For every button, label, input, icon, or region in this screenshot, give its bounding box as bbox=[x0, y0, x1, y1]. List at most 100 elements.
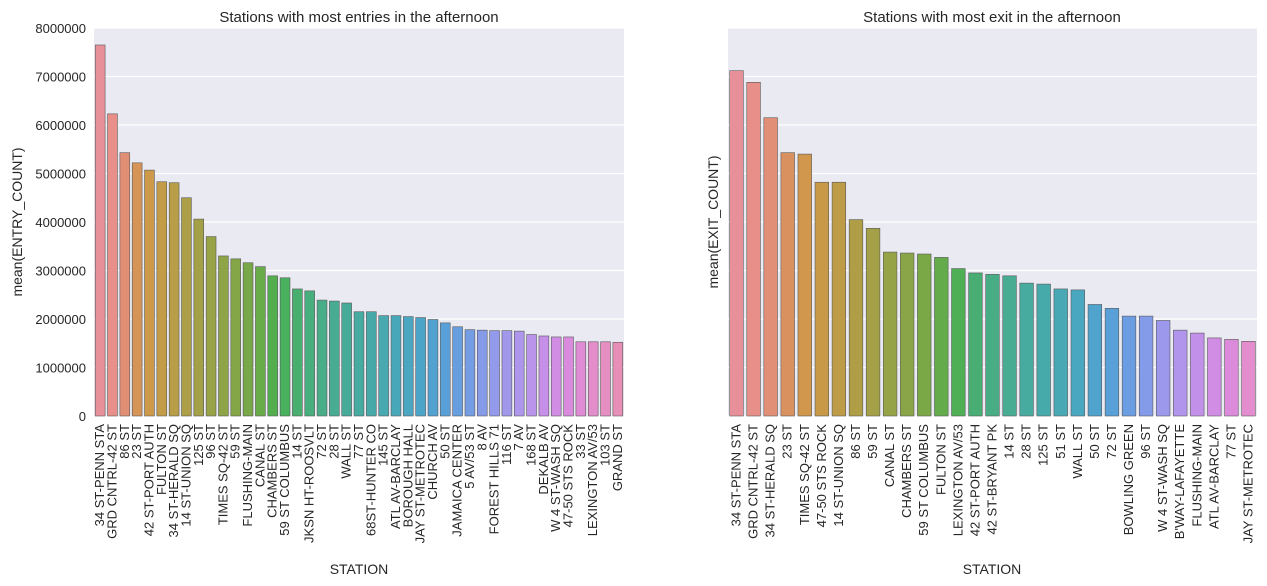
exits-x-tick-label: 14 ST bbox=[1002, 424, 1017, 459]
exits-x-tick-label: FLUSHING-MAIN bbox=[1189, 424, 1204, 527]
exits-x-tick-label: 47-50 STS ROCK bbox=[814, 424, 829, 528]
entries-bar bbox=[612, 341, 624, 417]
entries-bar bbox=[464, 329, 476, 417]
exits-x-tick-label: 77 ST bbox=[1223, 424, 1238, 459]
exits-bar bbox=[831, 181, 847, 417]
exits-bar bbox=[1224, 339, 1239, 417]
entries-bar bbox=[501, 330, 513, 417]
entries-y-tick-label: 5000000 bbox=[35, 167, 86, 182]
entries-bar bbox=[242, 262, 254, 417]
exits-bar bbox=[934, 257, 949, 417]
exits-bar bbox=[763, 117, 778, 417]
entries-bar bbox=[366, 311, 377, 417]
entries-x-tick-label: ATL AV-BARCLAY bbox=[388, 424, 403, 529]
entries-x-tick-label: JAY ST-METROTEC bbox=[413, 424, 428, 543]
exits-x-tick-label: 42 ST-BRYANT PK bbox=[985, 424, 1000, 535]
exits-x-tick-labels: 34 ST-PENN STA GRD CNTRL-42 ST 34 ST-HERAL… bbox=[729, 424, 1256, 544]
exits-bar bbox=[900, 252, 915, 417]
entries-x-tick-label: CHAMBERS ST bbox=[265, 424, 280, 518]
entries-bar bbox=[477, 329, 488, 417]
exits-x-tick-label: 28 ST bbox=[1019, 424, 1034, 459]
entries-x-tick-label: GRD CNTRL-42 ST bbox=[104, 424, 119, 539]
entries-x-tick-label: DEKALB AV bbox=[536, 424, 551, 495]
entries-bar bbox=[316, 299, 328, 417]
entries-bar bbox=[452, 326, 463, 417]
entries-bar bbox=[168, 182, 180, 417]
exits-bar bbox=[968, 272, 983, 417]
entries-y-tick-label: 1000000 bbox=[35, 361, 86, 376]
entries-x-tick-label: 86 ST bbox=[117, 424, 132, 459]
entries-x-tick-label: LEXINGTON AV/53 bbox=[585, 424, 600, 536]
entries-bar bbox=[440, 322, 451, 417]
entries-x-tick-label: 77 ST bbox=[351, 424, 366, 459]
exits-x-tick-label: WALL ST bbox=[1070, 424, 1085, 479]
entries-x-tick-label: 28 ST bbox=[326, 424, 341, 459]
exits-x-tick-label: 59 ST COLUMBUS bbox=[916, 424, 931, 536]
entries-x-tick-label: W 4 ST-WASH SQ bbox=[548, 424, 563, 532]
exits-chart: 34 ST-PENN STA GRD CNTRL-42 ST 34 ST-HERAL… bbox=[705, 9, 1257, 577]
entries-x-tick-label: FOREST HILLS 71 bbox=[487, 424, 502, 534]
exits-bar bbox=[1138, 315, 1154, 417]
entries-x-tick-label: 14 ST bbox=[289, 424, 304, 459]
entries-bar bbox=[255, 266, 266, 417]
entries-x-tick-label: CHURCH AV bbox=[425, 424, 440, 500]
entries-y-tick-label: 4000000 bbox=[35, 215, 86, 230]
exits-bar bbox=[814, 181, 829, 417]
entries-bar bbox=[279, 277, 291, 417]
entries-x-tick-label: 72 ST bbox=[314, 424, 329, 459]
entries-x-tick-label: 23 ST bbox=[129, 424, 144, 459]
entries-x-tick-label: JKSN HT-ROOSVLT bbox=[302, 424, 317, 543]
entries-bar bbox=[353, 311, 365, 417]
exits-bar bbox=[797, 153, 812, 417]
entries-x-axis-label: STATION bbox=[330, 561, 389, 577]
exits-chart-title: Stations with most exit in the afternoon bbox=[863, 9, 1121, 26]
exits-x-tick-label: CANAL ST bbox=[882, 424, 897, 487]
entries-x-tick-label: 168 ST bbox=[524, 424, 539, 466]
entries-x-tick-label: 14 ST-UNION SQ bbox=[178, 424, 193, 527]
exits-bar bbox=[865, 228, 881, 417]
entries-x-tick-label: BOROUGH HALL bbox=[400, 424, 415, 527]
exits-x-tick-label: 125 ST bbox=[1036, 424, 1051, 466]
entries-bar bbox=[218, 255, 229, 417]
exits-bar bbox=[1190, 332, 1205, 417]
entries-y-tick-label: 8000000 bbox=[35, 21, 86, 36]
entries-x-tick-label: 59 ST bbox=[228, 424, 243, 459]
exits-x-axis-label: STATION bbox=[963, 561, 1022, 577]
entries-x-tick-label: FULTON ST bbox=[154, 424, 169, 495]
entries-bar bbox=[181, 197, 192, 417]
exits-bar bbox=[1053, 288, 1068, 417]
entries-bar bbox=[550, 336, 562, 417]
entries-y-tick-label: 3000000 bbox=[35, 264, 86, 279]
entries-bar bbox=[267, 275, 278, 417]
entries-bars bbox=[94, 44, 624, 417]
exits-x-tick-label: 14 ST-UNION SQ bbox=[831, 424, 846, 527]
entries-bar bbox=[538, 335, 550, 417]
entries-bar bbox=[193, 218, 204, 417]
entries-chart-title: Stations with most entries in the aftern… bbox=[219, 9, 498, 26]
entries-x-tick-label: 5 AV/53 ST bbox=[462, 424, 477, 489]
exits-bar bbox=[1121, 315, 1137, 417]
entries-x-tick-label: 125 ST bbox=[191, 424, 206, 466]
exits-bar bbox=[1070, 289, 1085, 417]
entries-bar bbox=[144, 169, 155, 417]
entries-bar bbox=[489, 330, 500, 417]
exits-bar bbox=[1207, 337, 1222, 417]
entries-bar bbox=[304, 290, 315, 417]
exits-x-tick-label: BOWLING GREEN bbox=[1121, 424, 1136, 535]
exits-bar bbox=[1002, 275, 1017, 417]
exits-x-tick-label: B'WAY-LAFAYETTE bbox=[1172, 424, 1187, 540]
entries-x-tick-label: 68ST-HUNTER CO bbox=[363, 424, 378, 536]
entries-y-tick-label: 0 bbox=[79, 409, 86, 424]
exits-bar bbox=[1241, 341, 1256, 417]
entries-x-tick-label: JAMAICA CENTER bbox=[450, 424, 465, 537]
entries-bar bbox=[156, 181, 168, 417]
entries-x-tick-label: WALL ST bbox=[339, 424, 354, 479]
exits-x-tick-label: 42 ST-PORT AUTH bbox=[967, 424, 982, 536]
exits-x-tick-label: 59 ST bbox=[865, 424, 880, 459]
entries-bar bbox=[94, 44, 106, 417]
entries-x-tick-label: 116 ST bbox=[499, 424, 514, 465]
exits-x-tick-label: 86 ST bbox=[848, 424, 863, 459]
exits-bar bbox=[1173, 329, 1188, 417]
